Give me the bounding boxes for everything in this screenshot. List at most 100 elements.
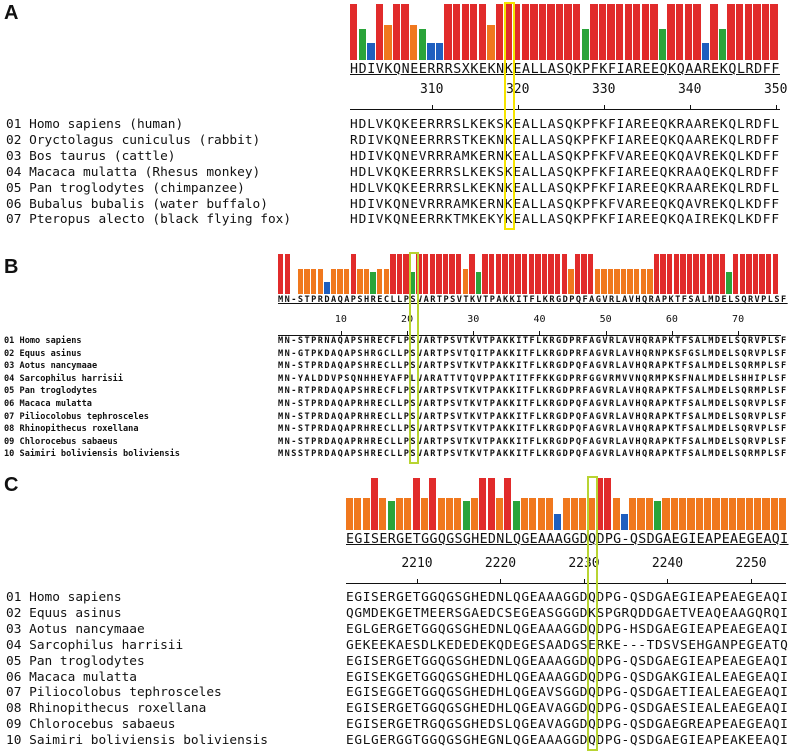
conservation-bar (650, 4, 658, 60)
conservation-bar (620, 514, 628, 530)
conservation-bar (710, 4, 718, 60)
position-ruler: 10 20 30 40 50 60 70 (278, 314, 781, 336)
conservation-bar (670, 497, 678, 530)
conservation-bar (445, 497, 454, 530)
panel-label: A (4, 2, 19, 24)
conservation-bar (541, 254, 548, 294)
conservation-bar (720, 497, 728, 530)
species-name: 04 Sarcophilus harrisii (6, 637, 184, 653)
conservation-bar (384, 25, 392, 60)
conservation-bar (504, 478, 512, 530)
ruler-tick-label: 20 (401, 314, 414, 325)
ruler-tick-mark (667, 579, 669, 584)
conservation-bar (304, 269, 310, 294)
conservation-bar (555, 4, 564, 60)
conservation-bar (779, 497, 787, 530)
conservation-bar (732, 254, 739, 294)
conservation-bar (581, 29, 589, 60)
conservation-bar (701, 43, 710, 60)
conservation-bar (508, 254, 515, 294)
aligned-sequence: MN-YALDDVPSQNHHEYAFPLVARATTVTQVPPAKTITFF… (278, 373, 788, 384)
conservation-bar (601, 269, 607, 294)
ruler-tick-label: 2240 (651, 556, 684, 571)
aligned-sequence: MN-RTPRDAQAPSHRECFLPSVARTPSVTKVTPAKKITFL… (278, 386, 788, 397)
conservation-bar (737, 497, 745, 530)
species-name: 01 Homo sapiens (6, 590, 122, 605)
species-name: 06 Macaca mulatta (4, 399, 92, 409)
conservation-bar (654, 501, 662, 530)
conservation-bar (538, 4, 547, 60)
conservation-bar (647, 269, 653, 294)
conservation-bar (739, 254, 745, 294)
consensus-sequence: HDIVKQNEERRRSXKEKNKEALLASQKPFKFIAREEQKQA… (350, 62, 780, 77)
species-name: 08 Rhinopithecus roxellana (6, 701, 207, 717)
ruler-tick-label: 50 (599, 314, 612, 325)
highlighted-column (503, 2, 516, 231)
conservation-bar (535, 254, 541, 294)
conservation-bar (502, 254, 508, 294)
conservation-bar (324, 282, 330, 294)
ruler-tick-mark (416, 579, 418, 584)
conservation-bar (423, 254, 429, 294)
conservation-bar (590, 4, 598, 60)
panel-label: B (4, 256, 19, 278)
conservation-bars (346, 478, 787, 530)
aligned-sequence: QGMDEKGETMEERSGAEDCSEGEASGGGDKSPGRQDDGAE… (346, 605, 789, 621)
aligned-sequence: EGLGERGGTGGQGSGHEGNLQGEAAAGGDQDPG-QSDGAE… (346, 733, 789, 749)
species-name: 02 Equus asinus (6, 605, 122, 621)
conservation-bar (387, 501, 395, 530)
conservation-bar (573, 4, 581, 60)
aligned-sequence: MN-STPRDAQAPRHRECLLPSVARTPSVTKVTPAKKITFL… (278, 436, 788, 447)
conservation-bar (726, 272, 732, 294)
conservation-bar (478, 4, 487, 60)
conservation-bar (662, 497, 670, 530)
aligned-sequence: MN-STPRNAQAPSHRECFLPSVARTPSVTKVTPAKKITFL… (278, 336, 788, 346)
conservation-bar (581, 254, 587, 294)
species-name: 02 Oryctolagus cuniculus (rabbit) (6, 132, 261, 148)
ruler-tick-label: 320 (505, 82, 530, 97)
ruler-tick-mark (583, 579, 585, 584)
position-ruler: 310 320 330 340 350 (350, 82, 787, 110)
conservation-bar (367, 43, 375, 60)
conservation-bar (658, 29, 667, 60)
conservation-bar (744, 4, 752, 60)
conservation-bar (660, 254, 666, 294)
conservation-bar (695, 497, 703, 530)
conservation-bar (629, 497, 637, 530)
conservation-bar (520, 497, 529, 530)
conservation-bar (469, 254, 475, 294)
conservation-bar (452, 4, 461, 60)
species-name: 09 Chlorocebus sabaeus (4, 436, 118, 447)
conservation-bar (564, 4, 572, 60)
species-name: 05 Pan troglodytes (6, 653, 145, 669)
conservation-bar (521, 254, 528, 294)
ruler-tick-mark (775, 105, 777, 110)
species-name: 05 Pan troglodytes (4, 386, 98, 397)
species-name: 06 Macaca mulatta (6, 669, 137, 685)
aligned-sequence: MN-STPRDAQAPRHRECLLPSVARTPSVTKVTPAKKITFL… (278, 424, 788, 435)
conservation-bar (337, 269, 343, 294)
conservation-bar (442, 254, 449, 294)
conservation-bar (454, 497, 462, 530)
conservation-bar (607, 269, 614, 294)
conservation-bar (718, 29, 727, 60)
ruler-tick-label: 350 (763, 82, 788, 97)
conservation-bar (383, 269, 389, 294)
conservation-bar (686, 254, 693, 294)
conservation-bar (627, 269, 633, 294)
conservation-bar (624, 4, 632, 60)
conservation-bar (479, 478, 487, 530)
ruler-tick-label: 70 (732, 314, 745, 325)
conservation-bar (420, 497, 429, 530)
conservation-bar (680, 254, 686, 294)
conservation-bar (736, 4, 744, 60)
conservation-bar (634, 269, 640, 294)
panel-b: B MN-STPRDAQAPSHRECLLPSVARTPSVTKVTPAKKIT… (0, 248, 801, 470)
ruler-tick-label: 330 (591, 82, 616, 97)
conservation-bar (437, 497, 445, 530)
conservation-bar (435, 43, 444, 60)
ruler-tick-mark (500, 579, 502, 584)
conservation-bar (375, 4, 384, 60)
conservation-bar (587, 254, 594, 294)
conservation-bar (753, 4, 761, 60)
